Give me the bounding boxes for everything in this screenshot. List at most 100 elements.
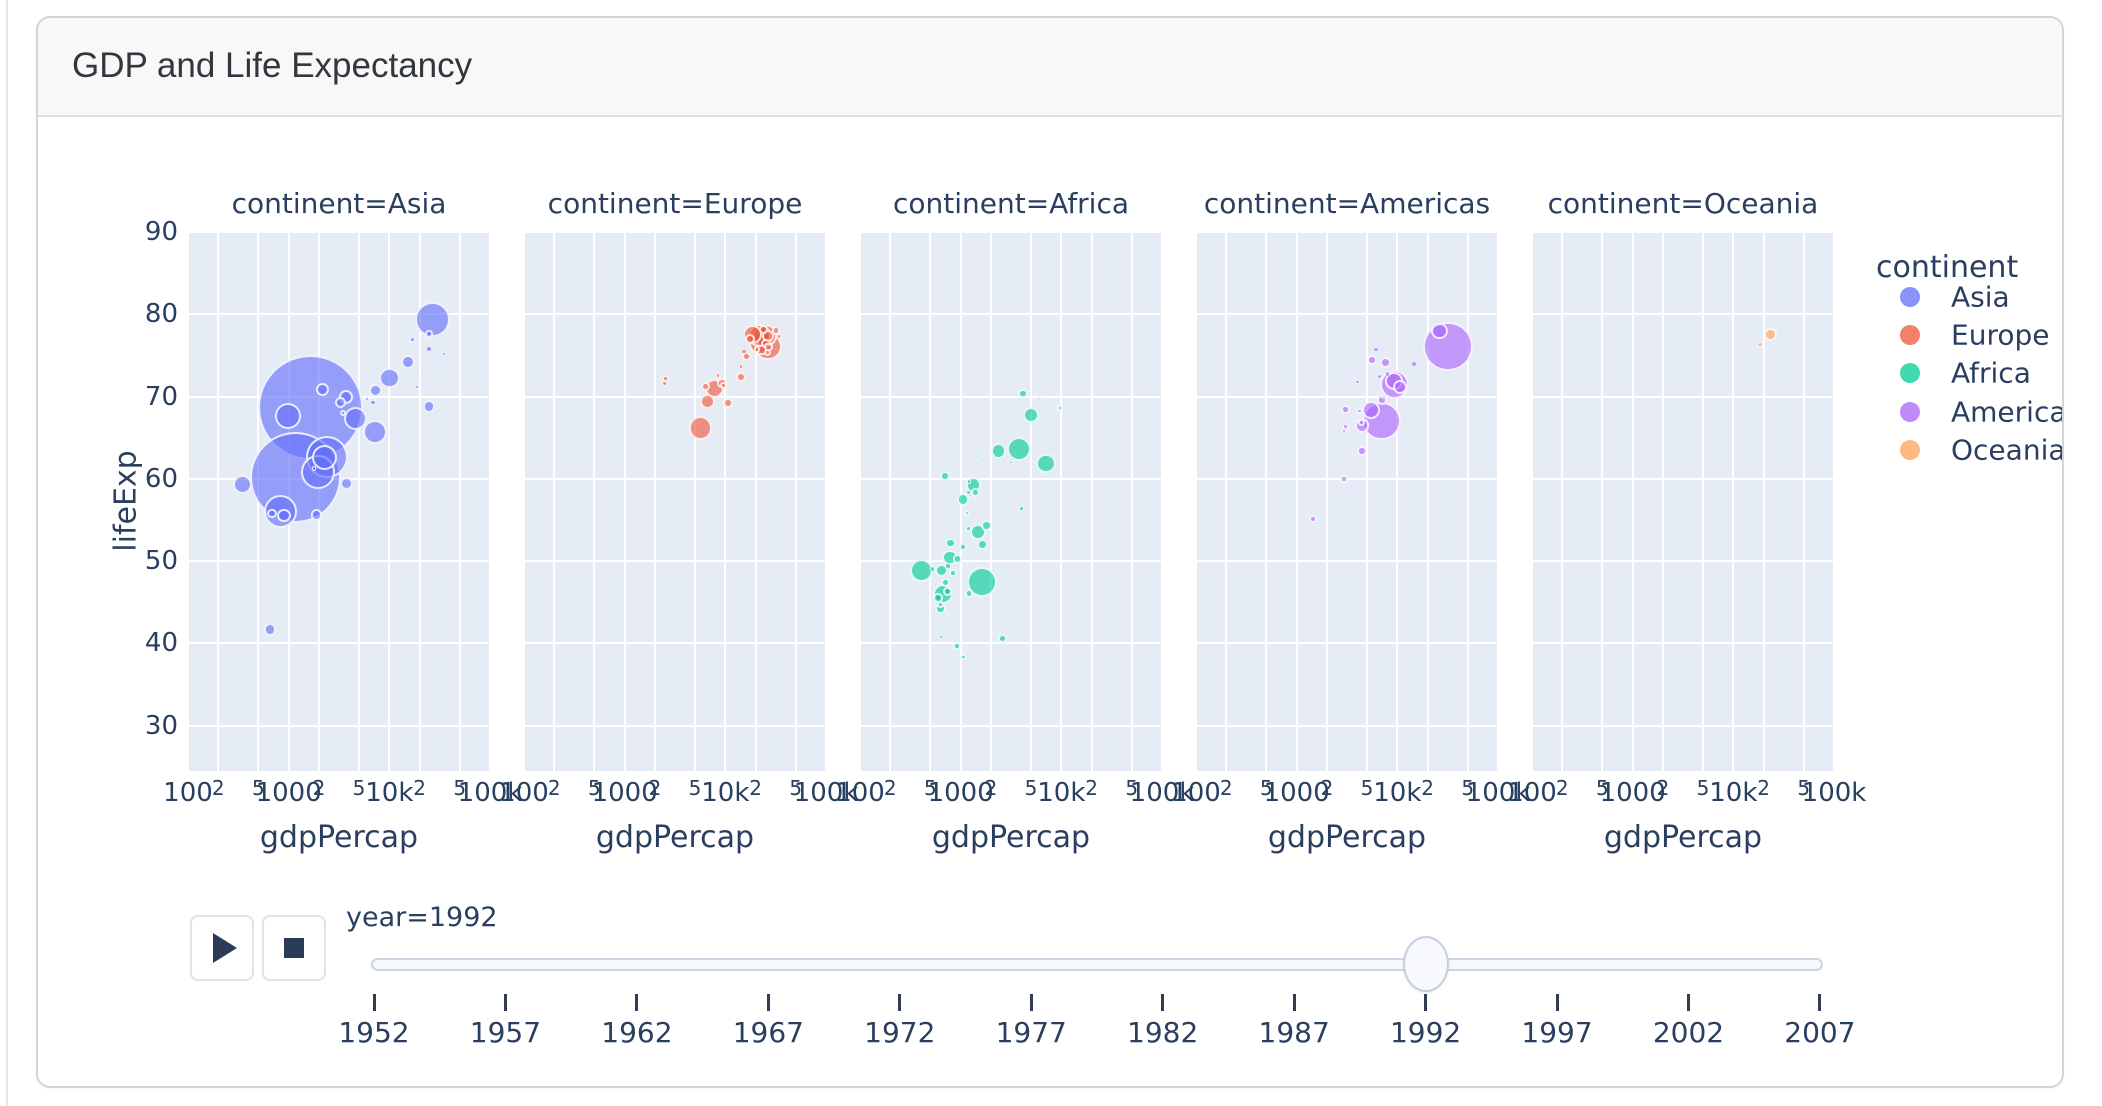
bubble-chile [1379, 356, 1391, 369]
bubble-mali [942, 586, 952, 596]
slider-tick-mark [1687, 994, 1690, 1011]
bubble-iran [363, 419, 388, 444]
x-tick-label: 100 [1507, 778, 1557, 808]
y-gridline [188, 313, 490, 316]
x-tick-label: 1000 [255, 778, 322, 808]
x-tick-label-minor: 2 [1421, 776, 1434, 800]
facet-plot-africa[interactable] [860, 232, 1162, 771]
x-gridline [1130, 232, 1133, 771]
bubble-iceland [764, 322, 768, 326]
y-gridline [1532, 642, 1834, 645]
legend-item-americas[interactable]: Americas [1890, 393, 2062, 431]
bubble-ireland [740, 348, 747, 355]
bubble-somalia [953, 642, 962, 651]
bubble-new-zealand [1757, 341, 1763, 348]
y-tick-label: 90 [144, 217, 178, 247]
x-tick-label-minor: 5 [1797, 776, 1811, 800]
x-tick-label: 10k [1373, 778, 1422, 808]
x-axis-title: gdpPercap [931, 820, 1091, 855]
x-gridline [1396, 232, 1399, 771]
slider-tick-label: 1962 [601, 1016, 673, 1049]
legend-marker-icon [1900, 287, 1920, 307]
bubble-djibouti [997, 546, 1001, 550]
window-edge-line [6, 0, 8, 1106]
bubble-turkey [688, 416, 713, 440]
bubble-lebanon [370, 399, 376, 406]
x-gridline [1090, 232, 1093, 771]
bubble-equatorial-guinea [964, 579, 968, 583]
bubble-sri-lanka [315, 383, 329, 397]
bubble-west-bank-and-gaza [364, 396, 370, 402]
year-slider-handle[interactable] [1402, 936, 1449, 992]
x-gridline [1060, 232, 1063, 771]
slider-tick-label: 1977 [995, 1016, 1067, 1049]
x-gridline [1030, 232, 1033, 771]
x-gridline [1732, 232, 1735, 771]
bubble-mongolia [311, 466, 317, 471]
y-tick-label: 70 [144, 381, 178, 412]
x-gridline [524, 232, 525, 771]
bubble-liberia [938, 634, 943, 639]
slider-tick-mark [635, 994, 639, 1011]
bubble-cameroon [980, 520, 992, 532]
bubble-cote-d-ivoire [976, 538, 988, 550]
y-gridline [1196, 724, 1498, 727]
bubble-trinidad-and-tobago [1382, 396, 1386, 400]
slider-tick-mark [1029, 994, 1033, 1011]
facet-plot-asia[interactable] [188, 232, 490, 771]
facet-plot-oceania[interactable] [1532, 232, 1834, 771]
y-gridline [1196, 642, 1498, 645]
bubble-bahrain [415, 373, 419, 377]
bubble-bosnia-and-herzegovina [662, 375, 669, 382]
legend-item-label: Europe [1951, 318, 2050, 352]
bubble-mauritania [966, 490, 971, 495]
x-tick-label-minor: 5 [251, 776, 265, 800]
legend-item-europe[interactable]: Europe [1890, 316, 2062, 354]
x-gridline [188, 232, 189, 771]
bubble-hong-kong-china [425, 330, 433, 338]
x-gridline [623, 232, 626, 771]
slider-tick-label: 1992 [1389, 1016, 1462, 1049]
x-gridline [593, 232, 596, 771]
y-gridline [860, 313, 1162, 316]
bubble-gambia [941, 537, 945, 541]
x-tick-label-minor: 2 [312, 776, 326, 800]
facet-plot-europe[interactable] [524, 232, 826, 771]
bubble-vietnam [275, 402, 302, 429]
x-gridline [1762, 232, 1765, 771]
bubble-australia [1764, 327, 1777, 341]
bubble-gabon [1072, 466, 1077, 470]
legend-item-label: Oceania [1951, 433, 2064, 467]
x-axis-title: gdpPercap [1603, 820, 1763, 855]
facet-title-europe: continent=Europe [547, 187, 803, 220]
x-gridline [754, 232, 757, 771]
bubble-czech-republic [736, 371, 746, 382]
legend-item-asia[interactable]: Asia [1890, 278, 2062, 316]
x-gridline [724, 232, 727, 771]
x-tick-label-minor: 5 [923, 776, 937, 800]
stop-button[interactable] [262, 915, 326, 981]
legend-item-label: Africa [1951, 356, 2031, 390]
legend-item-oceania[interactable]: Oceania [1890, 431, 2064, 469]
year-slider-rail[interactable] [371, 958, 1823, 971]
x-tick-label: 10k [1037, 778, 1086, 808]
bubble-cuba [1366, 355, 1377, 366]
x-gridline [825, 232, 826, 771]
bubble-sierra-leone [960, 654, 967, 661]
facet-plot-americas[interactable] [1196, 232, 1498, 771]
bubble-iraq [339, 476, 353, 490]
play-button[interactable] [190, 915, 254, 981]
slider-tick-mark [503, 994, 507, 1011]
bubble-central-african-republic [945, 563, 951, 569]
y-tick-label: 40 [144, 628, 178, 659]
x-tick-label: 1000 [1599, 778, 1666, 808]
bubble-jordan [339, 409, 346, 416]
bubble-kuwait [442, 352, 446, 356]
bubble-sao-tome-and-principe [974, 454, 978, 458]
bubble-myanmar [232, 474, 253, 495]
legend-item-africa[interactable]: Africa [1890, 354, 2062, 392]
y-gridline [1196, 395, 1498, 398]
x-tick-label-minor: 5 [1696, 776, 1710, 800]
x-tick-label-minor: 2 [413, 776, 426, 800]
